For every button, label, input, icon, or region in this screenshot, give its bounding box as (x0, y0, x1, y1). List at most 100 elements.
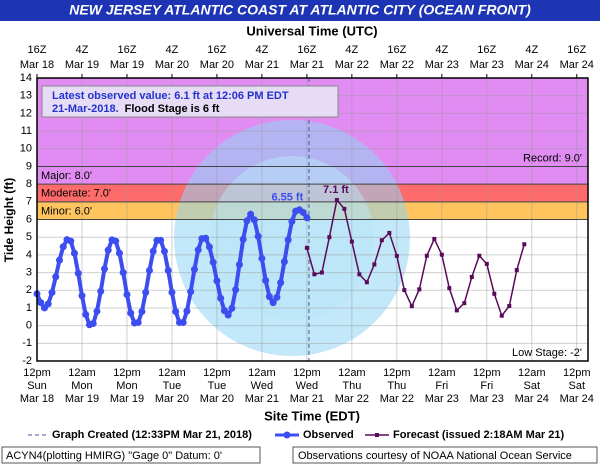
y-tick-label: 6 (26, 213, 32, 225)
observed-point (74, 269, 82, 277)
x-tick-label: Mar 24 (560, 393, 594, 405)
observed-point (232, 286, 240, 294)
observed-point (89, 320, 97, 328)
x2-tick-label: 16Z (297, 44, 316, 56)
observed-point (104, 246, 112, 254)
x2-tick-label: 16Z (117, 44, 136, 56)
footer-right-box (292, 446, 598, 464)
x-tick-label: 12am (158, 367, 186, 379)
x-tick-label: Mon (71, 380, 92, 392)
x-tick-label: 12pm (113, 367, 141, 379)
observed-point (119, 269, 127, 277)
x2-tick-label: Mar 21 (245, 59, 279, 71)
observed-point (168, 288, 176, 296)
x-tick-label: 12pm (473, 367, 501, 379)
observed-point (78, 292, 86, 300)
forecast-point (304, 245, 309, 250)
y-tick-label: 8 (26, 178, 32, 190)
x-tick-label: Wed (251, 380, 273, 392)
x-tick-label: Sat (568, 380, 585, 392)
forecast-point (507, 303, 512, 308)
x-tick-label: Mon (116, 380, 137, 392)
x2-tick-label: Mar 19 (65, 59, 99, 71)
x-tick-label: 12am (68, 367, 96, 379)
latest-note: Flood Stage is 6 ft (125, 103, 220, 115)
x-tick-label: Thu (342, 380, 361, 392)
y-tick-label: 13 (20, 90, 32, 102)
x2-tick-label: 16Z (207, 44, 226, 56)
x-tick-label: Sun (27, 380, 47, 392)
legend-graph-created: Graph Created (12:33PM Mar 21, 2018) (52, 429, 252, 441)
forecast-point (312, 272, 317, 277)
observed-point (280, 258, 288, 266)
x2-tick-label: Mar 18 (20, 59, 54, 71)
forecast-point (499, 313, 504, 318)
stage-label: Record: 9.0' (523, 152, 582, 164)
observed-point (299, 208, 307, 216)
footer-left: ACYN4(plotting HMIRG) "Gage 0" Datum: 0' (6, 450, 222, 462)
stage-label: Minor: 6.0' (41, 205, 92, 217)
forecast-point (364, 280, 369, 285)
forecast-point (424, 253, 429, 258)
x-tick-label: 12pm (563, 367, 591, 379)
forecast-point (469, 274, 474, 279)
observed-point (93, 307, 101, 315)
forecast-point (462, 301, 467, 306)
observed-point (288, 217, 296, 225)
observed-point (284, 236, 292, 244)
x-tick-label: Mar 23 (470, 393, 504, 405)
forecast-point (514, 268, 519, 273)
forecast-point (492, 291, 497, 296)
observed-point (183, 307, 191, 315)
x2-tick-label: 16Z (387, 44, 406, 56)
legend-marker (375, 433, 379, 437)
observed-point (277, 279, 285, 287)
observed-point (67, 237, 75, 245)
y-tick-label: 11 (21, 125, 32, 137)
x2-tick-label: 16Z (28, 44, 47, 56)
title-bar (0, 0, 600, 21)
x2-tick-label: 4Z (345, 44, 358, 56)
x2-tick-label: Mar 24 (560, 59, 594, 71)
latest-line2: 21-Mar-2018. Flood Stage is 6 ft (52, 103, 220, 115)
observed-point (205, 243, 213, 251)
x2-tick-label: 4Z (525, 44, 538, 56)
observed-point (224, 311, 232, 319)
x-tick-label: Mar 19 (110, 393, 144, 405)
forecast-point (327, 235, 332, 240)
observed-point (213, 277, 221, 285)
x-tick-label: 12am (338, 367, 366, 379)
stage-label: Major: 8.0' (41, 170, 92, 182)
y-tick-label: 0 (26, 320, 32, 332)
x-axis-label: Site Time (EDT) (264, 408, 360, 423)
observed-point (59, 243, 67, 251)
latest-date: 21-Mar-2018. (52, 103, 119, 115)
noaa-watermark-inner (210, 156, 374, 320)
observed-point (127, 309, 135, 317)
forecast-point (454, 308, 459, 313)
forecast-point (477, 253, 482, 258)
x-tick-label: Tue (208, 380, 227, 392)
legend-marker (283, 431, 291, 439)
x-tick-label: 12pm (293, 367, 321, 379)
footer-left-box (1, 446, 261, 464)
x-tick-label: Fri (435, 380, 448, 392)
observed-point (187, 288, 195, 296)
observed-point (209, 258, 217, 266)
x2-tick-label: Mar 22 (335, 59, 369, 71)
observed-point (235, 261, 243, 269)
x2-tick-label: 4Z (255, 44, 268, 56)
footer-right: Observations courtesy of NOAA National O… (298, 450, 572, 462)
observed-point (52, 273, 60, 281)
x-tick-label: Mar 20 (155, 393, 189, 405)
y-tick-label: -2 (22, 355, 32, 367)
x-tick-label: 12pm (203, 367, 231, 379)
forecast-point (319, 270, 324, 275)
observed-point (164, 266, 172, 274)
stage-label: Low Stage: -2' (512, 347, 582, 359)
x-tick-label: Mar 22 (335, 393, 369, 405)
forecast-point (439, 252, 444, 257)
x2-tick-label: Mar 23 (470, 59, 504, 71)
observed-point (37, 299, 45, 307)
